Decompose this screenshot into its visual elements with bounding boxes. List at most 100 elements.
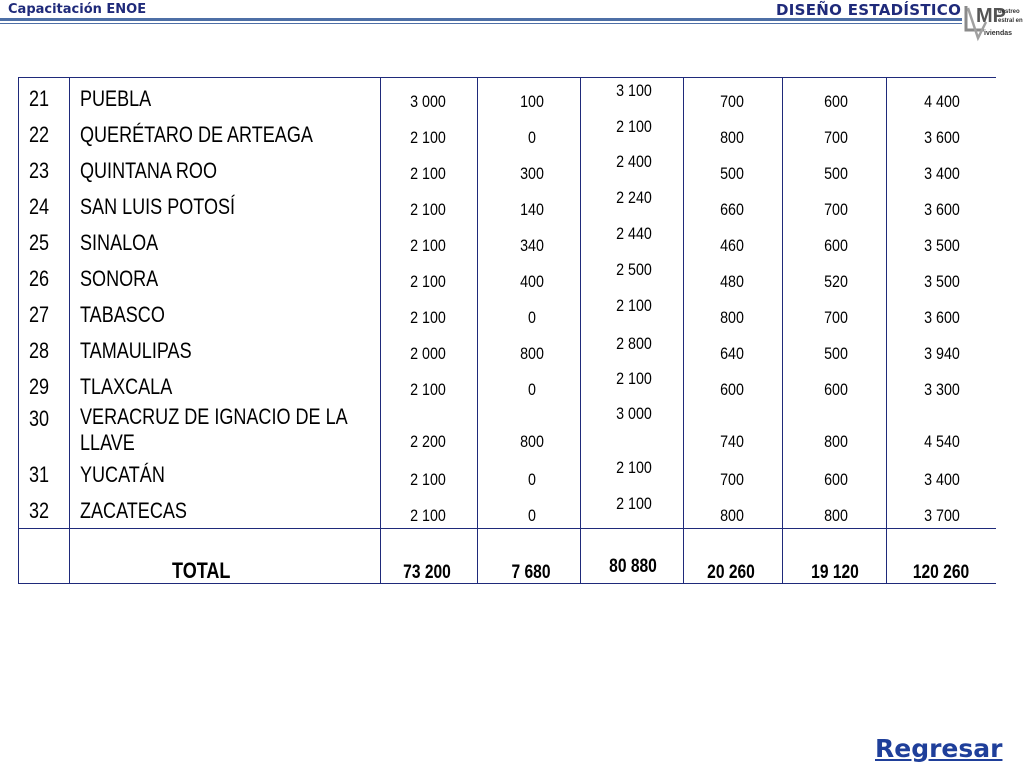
- row-number: 30: [29, 406, 50, 431]
- table-cell-c4: 740: [720, 432, 744, 451]
- table-rule: [580, 77, 581, 583]
- table-cell-c6: 3 500: [924, 236, 960, 255]
- table-cell-c4: 700: [720, 92, 744, 111]
- state-name: QUERÉTARO DE ARTEAGA: [80, 122, 313, 147]
- table-cell-c3: 2 400: [616, 152, 652, 171]
- table-cell-c3: 3 100: [616, 81, 652, 100]
- table-cell-c1: 2 100: [410, 164, 446, 183]
- table-cell-c2: 0: [528, 128, 536, 147]
- totals-table: 21 PUEBLA 3 000 100 700 600 4 400 3 100 22 QUERÉT…: [18, 77, 996, 584]
- row-number: 21: [29, 86, 50, 111]
- table-cell-c2: 0: [528, 506, 536, 525]
- table-rule: [18, 77, 19, 583]
- total-c3: 80 880: [609, 556, 657, 577]
- table-cell-c6: 3 400: [924, 470, 960, 489]
- table-cell-c4: 700: [720, 470, 744, 489]
- total-c4: 20 260: [707, 562, 755, 583]
- table-cell-c6: 3 700: [924, 506, 960, 525]
- table-cell-c3: 2 100: [616, 369, 652, 388]
- header-divider: [0, 18, 972, 21]
- table-cell-c1: 2 200: [410, 432, 446, 451]
- table-rule: [477, 77, 478, 583]
- header-right-title: DISEÑO ESTADÍSTICO: [776, 1, 962, 19]
- state-name: SINALOA: [80, 230, 159, 255]
- row-number: 31: [29, 462, 50, 487]
- table-cell-c4: 660: [720, 200, 744, 219]
- row-number: 22: [29, 122, 50, 147]
- svg-text:uestreo: uestreo: [998, 9, 1020, 15]
- table-rule: [380, 77, 381, 583]
- row-number: 23: [29, 158, 50, 183]
- table-cell-c5: 500: [824, 344, 848, 363]
- table-cell-c1: 2 100: [410, 272, 446, 291]
- table-cell-c1: 2 100: [410, 506, 446, 525]
- table-cell-c2: 300: [520, 164, 544, 183]
- total-c5: 19 120: [811, 562, 859, 583]
- table-rule: [18, 528, 996, 529]
- table-cell-c6: 3 600: [924, 200, 960, 219]
- table-cell-c4: 800: [720, 506, 744, 525]
- table-cell-c3: 2 100: [616, 494, 652, 513]
- state-name: PUEBLA: [80, 86, 152, 111]
- table-cell-c1: 3 000: [410, 92, 446, 111]
- header-left-title: Capacitación ENOE: [8, 2, 147, 17]
- table-cell-c3: 2 440: [616, 224, 652, 243]
- state-name: VERACRUZ DE IGNACIO DE LA: [80, 404, 348, 429]
- svg-text:estral en: estral en: [998, 18, 1023, 24]
- table-cell-c6: 3 600: [924, 128, 960, 147]
- total-label: TOTAL: [172, 558, 231, 583]
- table-cell-c6: 3 400: [924, 164, 960, 183]
- table-cell-c5: 600: [824, 236, 848, 255]
- table-cell-c5: 800: [824, 432, 848, 451]
- table-cell-c2: 0: [528, 470, 536, 489]
- table-rule: [18, 583, 996, 584]
- total-c6: 120 260: [912, 562, 970, 583]
- table-cell-c3: 3 000: [616, 404, 652, 423]
- total-c2: 7 680: [511, 562, 551, 583]
- table-cell-c2: 0: [528, 380, 536, 399]
- table-cell-c5: 520: [824, 272, 848, 291]
- table-cell-c6: 4 540: [924, 432, 960, 451]
- back-link[interactable]: Regresar: [875, 734, 1003, 763]
- table-cell-c1: 2 100: [410, 308, 446, 327]
- state-name: TAMAULIPAS: [80, 338, 192, 363]
- table-cell-c4: 640: [720, 344, 744, 363]
- table-cell-c4: 500: [720, 164, 744, 183]
- table-cell-c2: 340: [520, 236, 544, 255]
- table-cell-c6: 3 600: [924, 308, 960, 327]
- table-cell-c5: 700: [824, 308, 848, 327]
- row-number: 25: [29, 230, 50, 255]
- svg-text:MP: MP: [976, 5, 1006, 27]
- table-cell-c3: 2 100: [616, 117, 652, 136]
- state-name: SAN LUIS POTOSÍ: [80, 194, 236, 219]
- table-cell-c4: 460: [720, 236, 744, 255]
- table-cell-c2: 0: [528, 308, 536, 327]
- table-rule: [69, 77, 70, 583]
- table-cell-c5: 700: [824, 200, 848, 219]
- table-cell-c2: 140: [520, 200, 544, 219]
- table-cell-c6: 3 500: [924, 272, 960, 291]
- svg-text:iviendas: iviendas: [984, 30, 1012, 37]
- table-cell-c1: 2 100: [410, 470, 446, 489]
- table-cell-c2: 400: [520, 272, 544, 291]
- table-cell-c5: 500: [824, 164, 848, 183]
- table-cell-c1: 2 100: [410, 236, 446, 255]
- table-cell-c6: 3 940: [924, 344, 960, 363]
- row-number: 32: [29, 498, 50, 523]
- table-cell-c2: 800: [520, 432, 544, 451]
- row-number: 27: [29, 302, 50, 327]
- row-number: 28: [29, 338, 50, 363]
- table-cell-c3: 2 100: [616, 458, 652, 477]
- table-rule: [18, 77, 996, 78]
- header-divider-thin: [0, 23, 972, 24]
- state-name: TABASCO: [80, 302, 165, 327]
- table-cell-c5: 600: [824, 380, 848, 399]
- row-number: 24: [29, 194, 50, 219]
- table-cell-c6: 4 400: [924, 92, 960, 111]
- table-rule: [683, 77, 684, 583]
- table-cell-c5: 600: [824, 92, 848, 111]
- table-cell-c4: 480: [720, 272, 744, 291]
- state-name: LLAVE: [80, 430, 135, 455]
- table-cell-c2: 100: [520, 92, 544, 111]
- table-cell-c3: 2 800: [616, 334, 652, 353]
